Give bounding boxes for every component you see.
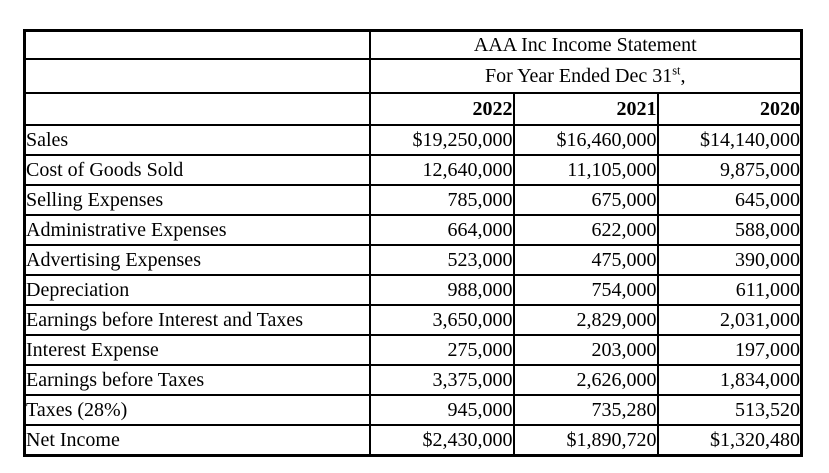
years-row: 2022 2021 2020 [23, 92, 803, 126]
value-cell-2021: 11,105,000 [512, 154, 659, 186]
value-cell-2022: 785,000 [368, 184, 515, 216]
value-cell-2022: 664,000 [368, 214, 515, 246]
value-cell-2021: 754,000 [512, 274, 659, 306]
subtitle-text: For Year Ended Dec 31 [485, 64, 673, 87]
subtitle-superscript: st [672, 62, 681, 77]
table-row: Depreciation 988,000 754,000 611,000 [23, 274, 803, 306]
value-cell-2020: 1,834,000 [656, 364, 803, 396]
row-label: Earnings before Taxes [23, 364, 371, 396]
year-header-2021: 2021 [512, 92, 659, 126]
value-cell-2021: 2,829,000 [512, 304, 659, 336]
row-label: Advertising Expenses [23, 244, 371, 276]
income-statement-table: AAA Inc Income Statement For Year Ended … [23, 29, 804, 457]
subtitle-comma: , [680, 64, 686, 87]
value-cell-2021: 203,000 [512, 334, 659, 366]
value-cell-2020: 588,000 [656, 214, 803, 246]
table-row: Sales $19,250,000 $16,460,000 $14,140,00… [23, 124, 803, 156]
value-cell-2021: 2,626,000 [512, 364, 659, 396]
value-cell-2020: $1,320,480 [656, 424, 803, 457]
value-cell-2021: 622,000 [512, 214, 659, 246]
row-label: Sales [23, 124, 371, 156]
table-row: Taxes (28%) 945,000 735,280 513,520 [23, 394, 803, 426]
value-cell-2022: $2,430,000 [368, 424, 515, 457]
value-cell-2020: 390,000 [656, 244, 803, 276]
table-row: Selling Expenses 785,000 675,000 645,000 [23, 184, 803, 216]
table-row: Advertising Expenses 523,000 475,000 390… [23, 244, 803, 276]
table-row: Administrative Expenses 664,000 622,000 … [23, 214, 803, 246]
value-cell-2022: $19,250,000 [368, 124, 515, 156]
value-cell-2020: 611,000 [656, 274, 803, 306]
value-cell-2021: $1,890,720 [512, 424, 659, 457]
row-label: Taxes (28%) [23, 394, 371, 426]
value-cell-2022: 275,000 [368, 334, 515, 366]
empty-corner-cell [23, 92, 371, 126]
value-cell-2021: $16,460,000 [512, 124, 659, 156]
value-cell-2021: 675,000 [512, 184, 659, 216]
empty-corner-cell [23, 29, 371, 60]
value-cell-2022: 523,000 [368, 244, 515, 276]
table-header: AAA Inc Income Statement For Year Ended … [23, 29, 803, 126]
table-row: Earnings before Taxes 3,375,000 2,626,00… [23, 364, 803, 396]
subtitle-row: For Year Ended Dec 31st, [23, 58, 803, 94]
value-cell-2020: 513,520 [656, 394, 803, 426]
year-header-2022: 2022 [368, 92, 515, 126]
row-label: Net Income [23, 424, 371, 457]
row-label: Earnings before Interest and Taxes [23, 304, 371, 336]
table-subtitle: For Year Ended Dec 31st, [368, 58, 803, 94]
table-row: Net Income $2,430,000 $1,890,720 $1,320,… [23, 424, 803, 457]
value-cell-2022: 12,640,000 [368, 154, 515, 186]
table-body: Sales $19,250,000 $16,460,000 $14,140,00… [23, 124, 803, 457]
value-cell-2020: $14,140,000 [656, 124, 803, 156]
row-label: Selling Expenses [23, 184, 371, 216]
row-label: Administrative Expenses [23, 214, 371, 246]
value-cell-2020: 9,875,000 [656, 154, 803, 186]
table-title: AAA Inc Income Statement [368, 29, 803, 60]
title-row: AAA Inc Income Statement [23, 29, 803, 60]
value-cell-2022: 3,650,000 [368, 304, 515, 336]
row-label: Interest Expense [23, 334, 371, 366]
value-cell-2020: 2,031,000 [656, 304, 803, 336]
value-cell-2020: 645,000 [656, 184, 803, 216]
value-cell-2021: 475,000 [512, 244, 659, 276]
row-label: Depreciation [23, 274, 371, 306]
value-cell-2022: 988,000 [368, 274, 515, 306]
empty-corner-cell [23, 58, 371, 94]
value-cell-2020: 197,000 [656, 334, 803, 366]
year-header-2020: 2020 [656, 92, 803, 126]
table-row: Cost of Goods Sold 12,640,000 11,105,000… [23, 154, 803, 186]
table-row: Interest Expense 275,000 203,000 197,000 [23, 334, 803, 366]
table-row: Earnings before Interest and Taxes 3,650… [23, 304, 803, 336]
value-cell-2022: 945,000 [368, 394, 515, 426]
value-cell-2022: 3,375,000 [368, 364, 515, 396]
value-cell-2021: 735,280 [512, 394, 659, 426]
row-label: Cost of Goods Sold [23, 154, 371, 186]
